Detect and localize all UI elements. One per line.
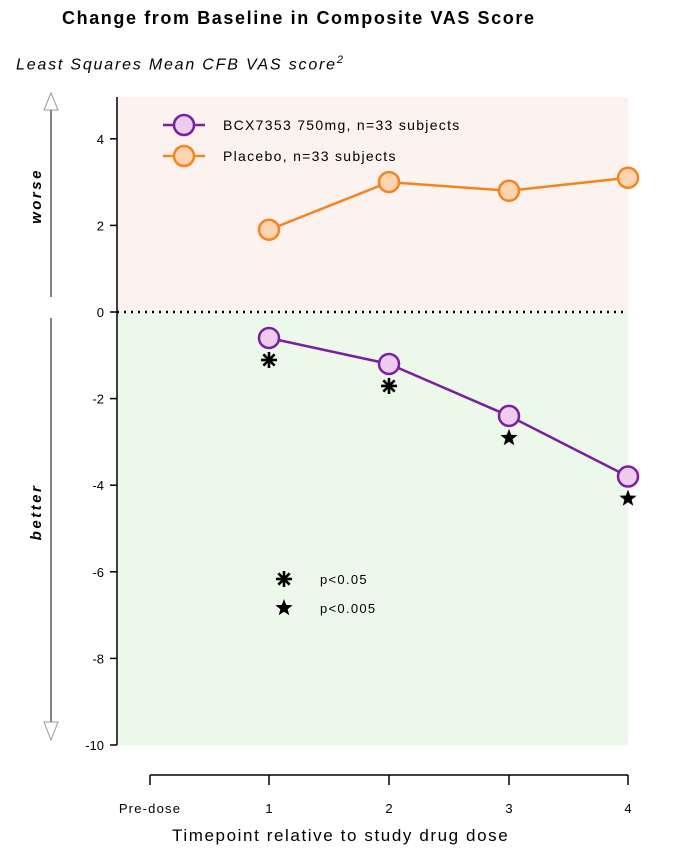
legend-marker-placebo — [172, 144, 196, 168]
significance-star-marker — [619, 489, 637, 506]
better-region-shading — [117, 312, 628, 745]
bcx7353-data-point — [497, 404, 521, 428]
x-tick-label: Pre-dose — [119, 801, 181, 816]
significance-legend-label: p<0.05 — [320, 572, 368, 587]
y-tick-label: 2 — [97, 218, 104, 233]
x-tick-label: 1 — [265, 801, 272, 816]
y-tick-label: -4 — [92, 478, 104, 493]
worse-arrow-head — [43, 91, 59, 111]
x-tick-label: 3 — [505, 801, 512, 816]
better-label: better — [28, 484, 45, 541]
y-tick-label: -10 — [85, 738, 104, 753]
x-axis-label: Timepoint relative to study drug dose — [172, 826, 510, 845]
bcx7353-series-line — [268, 336, 629, 478]
bcx7353-data-point — [377, 352, 401, 376]
worse-region-shading — [117, 97, 628, 312]
y-axis-label: Least Squares Mean CFB VAS score2 — [16, 54, 345, 74]
placebo-data-point — [497, 179, 521, 203]
legend-star-icon — [275, 599, 293, 616]
better-arrow-head — [43, 721, 59, 742]
placebo-data-point — [377, 170, 401, 194]
x-tick-label: 2 — [385, 801, 392, 816]
placebo-data-point — [257, 218, 281, 241]
legend-marker-bcx7353 — [172, 113, 196, 137]
placebo-data-point — [616, 166, 640, 190]
y-tick-label: 0 — [97, 305, 104, 320]
placebo-series-line — [268, 176, 629, 231]
legend-label-bcx7353: BCX7353 750mg, n=33 subjects — [223, 117, 461, 133]
y-tick-label: 4 — [97, 132, 104, 147]
chart-title: Change from Baseline in Composite VAS Sc… — [62, 8, 536, 28]
x-tick-label: 4 — [624, 801, 631, 816]
legend-label-placebo: Placebo, n=33 subjects — [223, 148, 397, 164]
y-tick-label: -8 — [92, 651, 104, 666]
significance-legend-label: p<0.005 — [320, 601, 376, 616]
y-tick-label: -2 — [92, 392, 104, 407]
significance-asterisk-marker — [261, 351, 277, 368]
significance-star-marker — [500, 428, 518, 446]
legend-asterisk-icon — [276, 571, 292, 587]
bcx7353-data-point — [616, 465, 640, 488]
significance-asterisk-marker — [381, 377, 397, 394]
worse-label: worse — [28, 168, 45, 224]
bcx7353-data-point — [257, 326, 281, 350]
y-tick-label: -6 — [92, 565, 104, 580]
